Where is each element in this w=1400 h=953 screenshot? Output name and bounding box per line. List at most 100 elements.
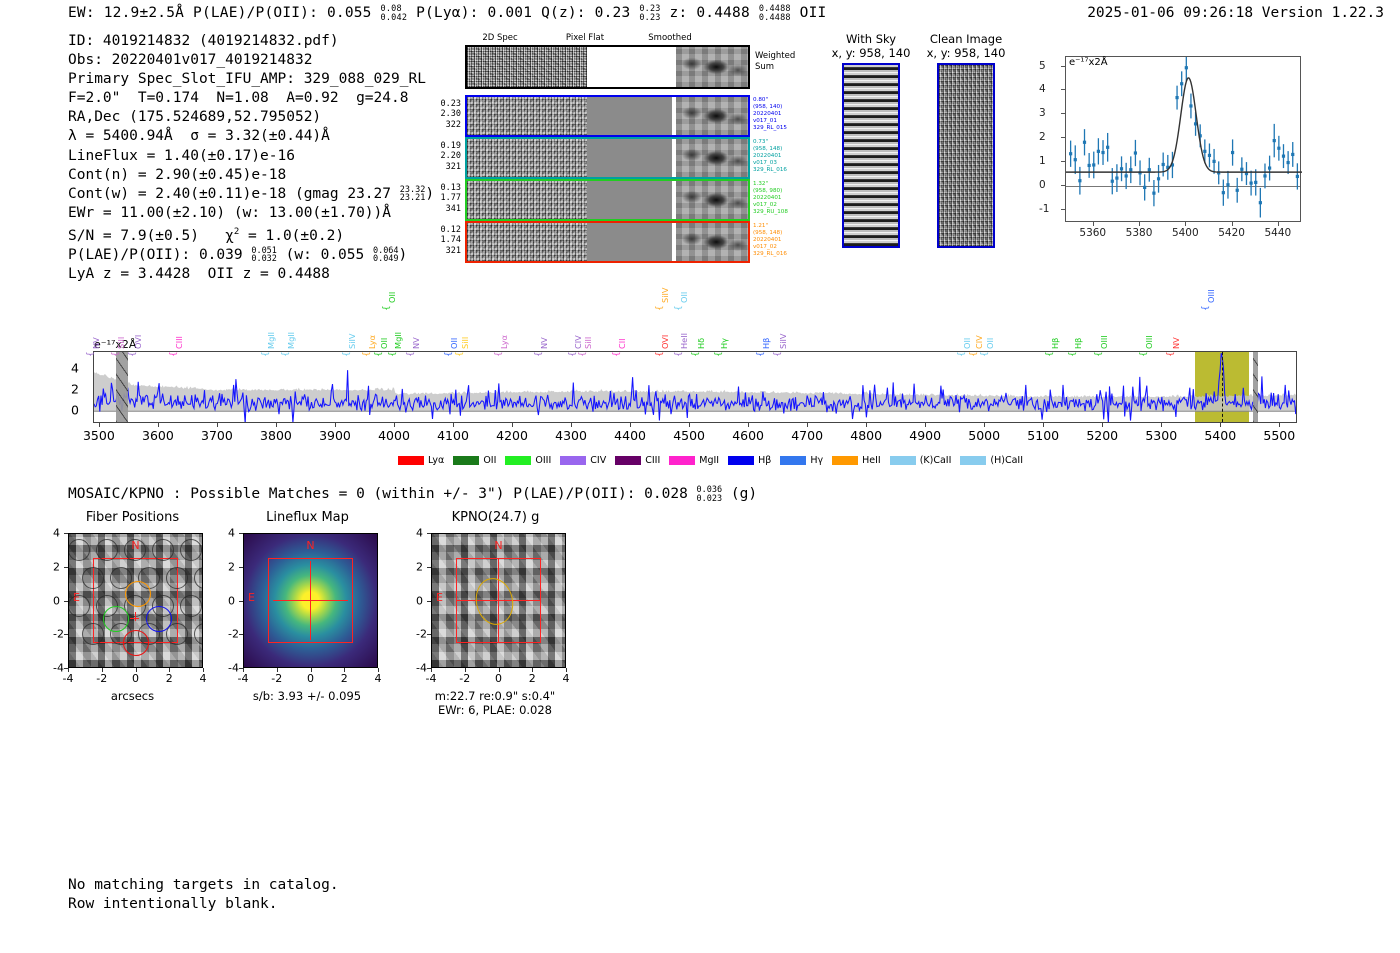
legend-swatch-CIV [560, 456, 587, 465]
panel-ytick-fiber-0: 4 [53, 526, 60, 540]
spectrum-line-bracket-CII-18: { [612, 351, 623, 357]
legend-label-(H)CaII: (H)CaII [990, 455, 1024, 466]
panel-caption-lineflux: s/b: 3.93 +/- 0.095 [252, 689, 362, 703]
spectrum-xtick-4100: 4100 [437, 428, 469, 443]
panel-ytick-fiber-3: -2 [53, 627, 64, 641]
spectrum-xtick-5400: 5400 [1204, 428, 1237, 443]
spectrum-line-bracket-OII-12: { [443, 351, 454, 357]
cutout-stat-1-1: 2.20 [440, 151, 461, 162]
legend-item-CIII: CIII [615, 455, 660, 466]
spectrum-line-bracket-Hδ-23: { [690, 351, 701, 357]
panel-xtick-lineflux-2: 0 [307, 672, 314, 685]
gmag-upper: 23.32 [399, 184, 426, 195]
spectrum-xtick-3700: 3700 [201, 428, 233, 443]
gmag-bounds: 23.32 23.21 [399, 184, 426, 203]
spectrum-line-label-OII-22: OII [679, 291, 690, 303]
cutout-fiber-strip-1 [465, 137, 750, 179]
cutout-stats-0: 0.23 2.30 322 [425, 99, 461, 130]
cutout-stat-3-0: 0.12 [440, 225, 461, 235]
cutout-stats-3: 0.12 1.74 321 [425, 225, 461, 256]
spectrum-line-bracket-NV-34: { [1165, 351, 1176, 357]
panel-ytick-fiber-2: 0 [53, 594, 60, 607]
fiber-circle-grey [166, 623, 188, 645]
zoom-ytick-3: 3 [1039, 107, 1046, 120]
plae-upper: 0.08 [380, 4, 402, 14]
plae-ratio-bounds: 0.08 0.042 [381, 5, 408, 22]
fiber-circle-grey [124, 539, 146, 561]
spectrum-line-label-OII-9: OII [386, 291, 397, 303]
spectrum-line-bracket-SiIV-26: { [773, 351, 784, 357]
info-radec: RA,Dec (175.524689,52.795052) [68, 109, 322, 126]
spectrum-line-bracket-OIII-32: { [1094, 351, 1105, 357]
timestamp-version: 2025-01-06 09:26:18 Version 1.22.3 [1087, 5, 1384, 21]
cutout-meta-1-0: 0.73" [753, 139, 769, 145]
emission-line-zoom-plot: -1 0 1 2 3 4 5 5360 5380 5400 5420 5440 e⁻¹⁷x2Å [1035, 48, 1305, 248]
panel-title-fiber: Fiber Positions [85, 510, 180, 525]
panel-xtick-fiber-4: 4 [199, 672, 207, 685]
info-cont-w-text: Cont(w) = 2.40(±0.11)e-18 (gmag 23.27 [68, 185, 400, 202]
panel-xtick-kpno-0: -4 [425, 672, 437, 685]
spectrum-line-bracket-MgII-10: { [387, 351, 398, 357]
spectrum-line-bracket-SiII-17: { [578, 351, 589, 357]
spectrum-xtick-4400: 4400 [614, 428, 646, 443]
spectrum-trace [94, 352, 1296, 422]
spectrum-line-label-Lyα-14: Lyα [499, 334, 510, 349]
with-sky-image [842, 63, 900, 248]
fiber-circle-grey [152, 539, 174, 561]
cutout-fiber-strip-0 [465, 95, 750, 137]
bottom-image-panels: Fiber Positions N E -4 -2 0 2 4 4 2 0 -2 -4 arcsecs Li… [0, 505, 1400, 735]
spectrum-line-bracket-NV-15: { [534, 351, 545, 357]
cutout-meta-3-3: v017_02 [753, 244, 777, 251]
z-lower: 0.4488 [758, 12, 791, 23]
cutout-meta-0-2: 20220401 [753, 111, 782, 118]
spectrum-line-bracket-Hβ-30: { [1044, 351, 1055, 357]
info-snr-chi2: S/N = 7.9(±0.5) χ2 = 1.0(±0.2) [68, 223, 434, 246]
sky-panel-xy-1: x, y: 958, 140 [926, 45, 1006, 60]
spectrum-line-bracket-OII-8: { [374, 351, 385, 357]
legend-label-(K)CaII: (K)CaII [919, 455, 952, 466]
panel-xtick-lineflux-3: 2 [340, 672, 348, 685]
legend-item-HeII: HeII [832, 455, 881, 466]
zoom-xtick-5400: 5400 [1171, 227, 1199, 239]
cutout-stat-1-2: 321 [445, 161, 461, 172]
panel-ytick-kpno-3: -2 [416, 627, 427, 641]
zoom-ytick-2: 2 [1039, 131, 1046, 144]
panel-redbox-lineflux [267, 557, 354, 644]
sky-panel-xy-0: x, y: 958, 140 [831, 45, 911, 60]
spectrum-ytick-2: 2 [71, 381, 79, 397]
spectrum-line-label-Hγ-24: Hγ [718, 337, 729, 349]
legend-item-(H)CaII: (H)CaII [960, 455, 1023, 466]
spectrum-highlight-band [1194, 352, 1249, 422]
header-summary-z: z: 0.4488 [660, 5, 759, 22]
panel-xlabel-fiber: arcsecs [110, 689, 155, 703]
spectrum-line-bracket-OVI-2: { [128, 351, 139, 357]
cutout-meta-2-3: v017_02 [753, 202, 777, 209]
cutout-meta-0-1: (958, 140) [753, 104, 783, 111]
mosaic-plae-bounds: 0.036 0.023 [697, 486, 723, 503]
legend-label-CIII: CIII [645, 455, 661, 466]
mosaic-prefix: MOSAIC/KPNO : Possible Matches = 0 (with… [68, 486, 697, 503]
panel-title-kpno: KPNO(24.7) g [451, 510, 540, 525]
spectrum-line-label-Lyα-7: Lyα [367, 334, 378, 349]
panel-ytick-kpno-0: 4 [416, 526, 423, 540]
cutout-col-header-1: Pixel Flat [565, 33, 605, 43]
spectrum-masked-band-0 [116, 352, 129, 422]
spectrum-xtick-3600: 3600 [142, 428, 174, 443]
fiber-circle-grey [82, 567, 104, 589]
spectrum-xtick-4200: 4200 [496, 428, 528, 443]
info-cont-w: Cont(w) = 2.40(±0.11)e-18 (gmag 23.27 23… [68, 185, 434, 204]
fiber-circle-1 [102, 606, 129, 633]
info-redshifts: LyA z = 3.4428 OII z = 0.4488 [68, 265, 330, 282]
panel-xtick-kpno-4: 4 [562, 672, 570, 685]
legend-swatch-Hβ [728, 456, 755, 465]
spectrum-line-label-MgII-10: MgII [392, 331, 403, 349]
fiber-circle-grey [180, 539, 202, 561]
panel-ytick-lineflux-2: 0 [228, 594, 235, 607]
info-plae-w-text: (w: 0.055 [276, 246, 373, 263]
spectrum-line-bracket-CIV-28: { [969, 351, 980, 357]
cutout-meta-0-0: 0.80" [753, 97, 769, 103]
header-summary-prefix: EW: 12.9±2.5Å P(LAE)/P(OII): 0.055 [68, 5, 381, 22]
cutout-meta-1-2: 20220401 [753, 153, 782, 160]
header-summary-mid: P(Lyα): 0.001 Q(z): 0.23 [407, 5, 640, 22]
sky-panel-title-0: With Sky x, y: 958, 140 [830, 32, 912, 60]
